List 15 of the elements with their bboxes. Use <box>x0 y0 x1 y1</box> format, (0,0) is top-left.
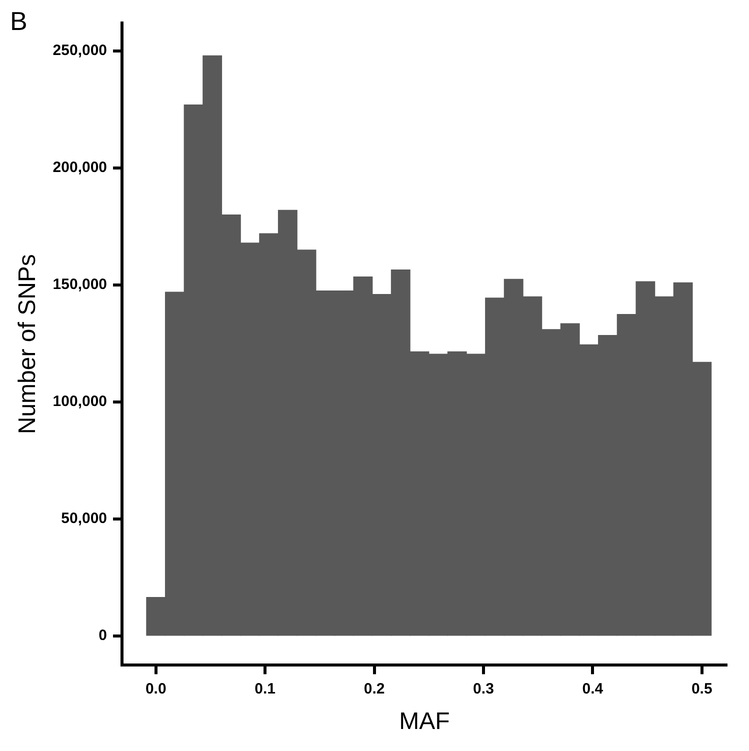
y-tick-label: 200,000 <box>52 159 108 176</box>
x-tick-label: 0.5 <box>691 680 712 698</box>
x-tick-label: 0.2 <box>364 680 385 698</box>
x-tick-label: 0.1 <box>254 680 276 698</box>
x-axis-title: MAF <box>399 708 450 736</box>
text: B <box>10 6 28 36</box>
y-tick-label: 250,000 <box>52 42 108 60</box>
y-tick-label: 50,000 <box>61 510 108 528</box>
y-tick-label: 100,000 <box>52 393 108 410</box>
y-tick-label: 0 <box>98 627 108 644</box>
x-tick-label: 0.4 <box>582 680 604 698</box>
x-tick-label: 0.0 <box>145 680 166 698</box>
y-tick-label: 150,000 <box>52 276 108 294</box>
x-tick-label: 0.3 <box>473 680 494 698</box>
y-axis-title: Number of SNPs <box>14 254 42 434</box>
